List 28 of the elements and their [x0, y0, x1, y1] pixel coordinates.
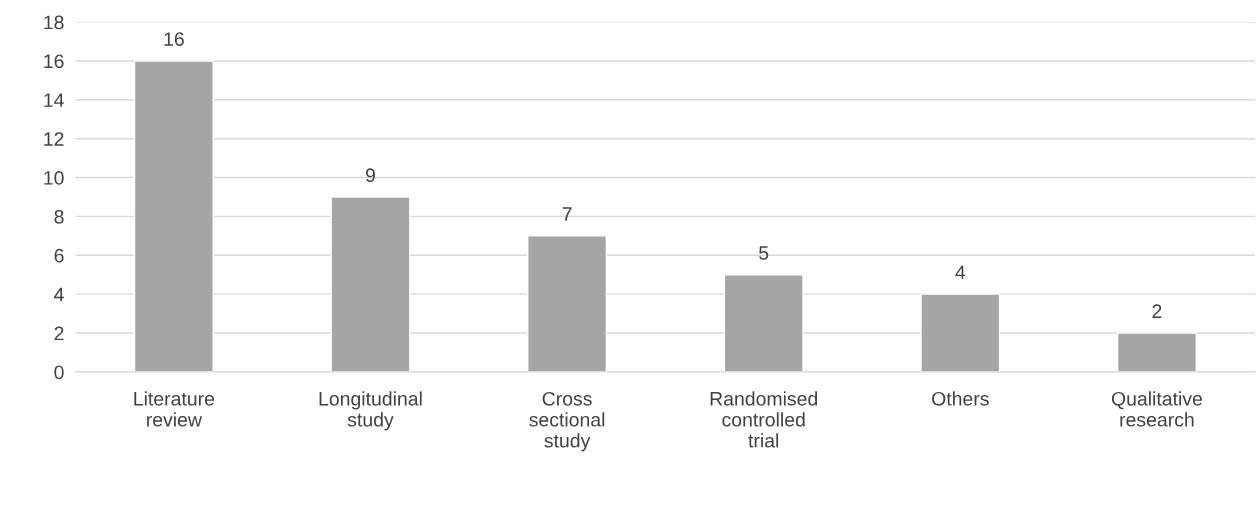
y-tick-label: 16 — [44, 54, 64, 69]
x-tick-label: Others — [932, 391, 989, 406]
bar — [723, 274, 804, 372]
bar — [1116, 332, 1197, 372]
x-tick-label: Literature review — [134, 391, 215, 427]
y-tick-label: 10 — [44, 171, 64, 185]
y-tick-label: 6 — [54, 248, 64, 263]
bar — [527, 235, 608, 372]
x-tick-label: Cross sectional study — [529, 391, 605, 452]
bar — [133, 60, 214, 372]
y-tick-label: 12 — [44, 132, 64, 146]
x-tick-label: Randomised controlled trial — [710, 391, 818, 448]
y-tick-label: 2 — [54, 326, 64, 341]
data-label: 2 — [1152, 304, 1162, 318]
data-label: 4 — [955, 265, 966, 280]
y-tick-label: 8 — [54, 209, 64, 224]
data-label: 16 — [164, 32, 184, 46]
y-tick-label: 18 — [44, 15, 64, 30]
data-label: 9 — [365, 168, 375, 183]
y-tick-label: 4 — [54, 287, 64, 302]
y-tick-label: 0 — [54, 365, 64, 380]
y-tick-label: 14 — [44, 93, 64, 107]
data-label: 7 — [562, 207, 572, 221]
x-tick-label: Longitudinal study — [319, 391, 422, 431]
bar — [330, 196, 411, 372]
x-tick-label: Qualitative research — [1111, 391, 1202, 427]
data-label: 5 — [759, 246, 769, 260]
bar — [920, 293, 1001, 372]
